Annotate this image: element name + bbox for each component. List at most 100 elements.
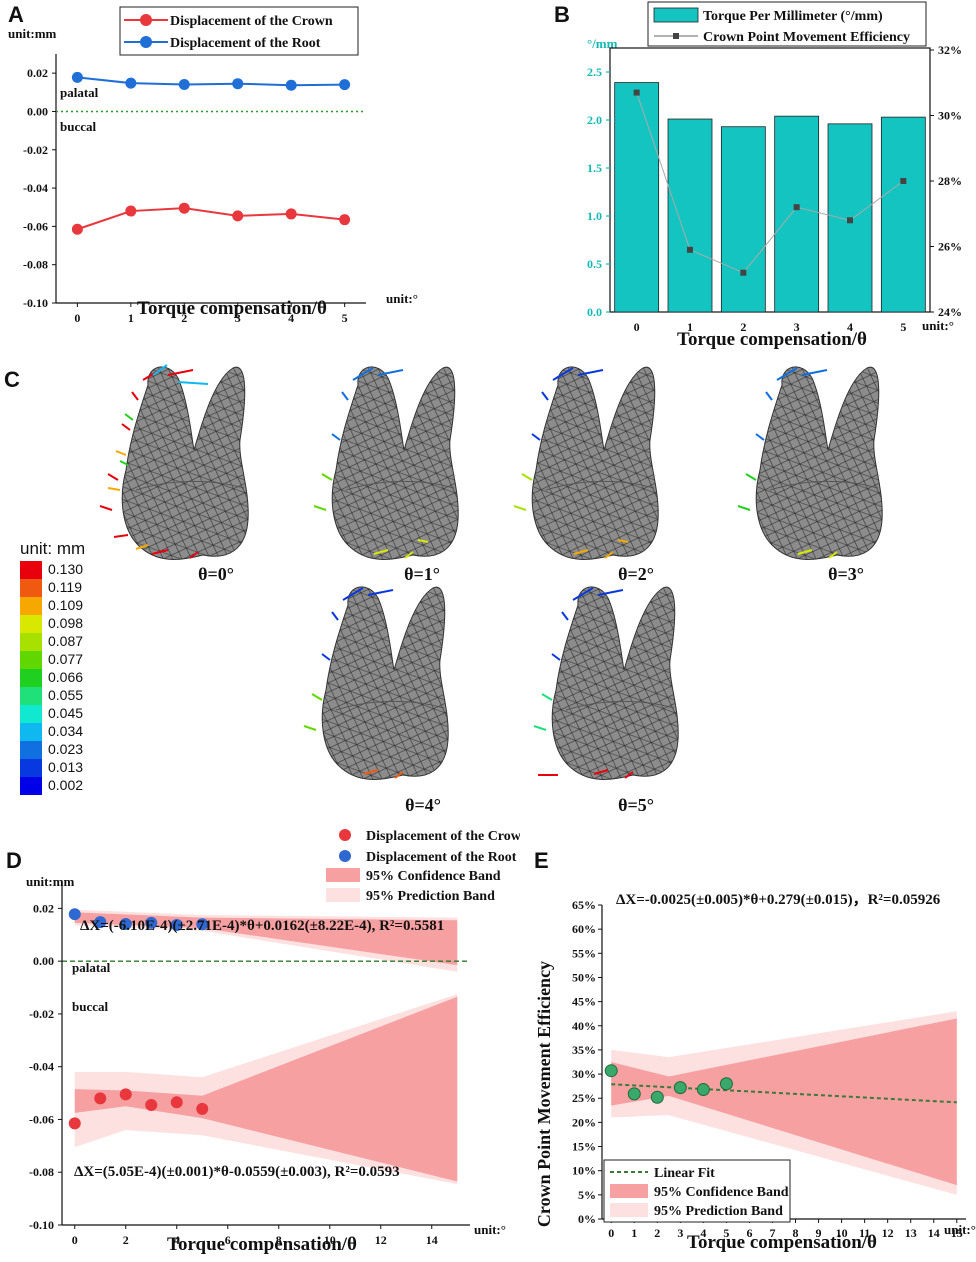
panel-e-ylabel: Crown Point Movement Efficiency <box>534 961 554 1227</box>
scale-value: 0.087 <box>48 633 83 649</box>
legend-torque: Torque Per Millimeter (°/mm) <box>703 9 883 24</box>
a-ytick-label: -0.06 <box>23 219 48 233</box>
e-ytick-label: 35% <box>572 1043 596 1057</box>
d-ytick-label: -0.02 <box>29 1007 54 1021</box>
tooth-model-2 <box>513 366 659 560</box>
a-crown-point <box>71 223 83 235</box>
b-xtick-label: 2 <box>740 320 746 334</box>
legend-torque-swatch <box>653 7 699 23</box>
d-crown-point <box>145 1098 158 1111</box>
scale-swatch <box>20 561 42 579</box>
e-point <box>673 1081 687 1095</box>
panel-b-yunit: °/mm <box>587 36 618 51</box>
panel-b-chart: B °/mm 0.0 0.5 1.0 1.5 2.0 2.5 24% 26% 28% 30% 32%… <box>554 1 962 350</box>
tooth-model-0 <box>99 364 249 560</box>
scale-swatch <box>20 597 42 615</box>
panel-b-xunit: unit:° <box>922 318 954 333</box>
tooth-label-5: θ=5° <box>618 795 654 815</box>
d-xtick-label: 12 <box>375 1233 387 1247</box>
legend-root-marker <box>140 36 152 48</box>
scale-swatch <box>20 759 42 777</box>
scale-swatch <box>20 723 42 741</box>
panel-e-chart: E ΔX=-0.0025(±0.005)*θ+0.279(±0.015)，R²=… <box>534 848 976 1253</box>
d-xtick-label: 0 <box>72 1233 78 1247</box>
scale-value: 0.045 <box>48 705 83 721</box>
a-root-point <box>125 77 137 89</box>
a-crown-point <box>125 205 137 217</box>
d-ytick-label: -0.10 <box>29 1218 54 1232</box>
e-ytick-label: 50% <box>572 970 596 984</box>
scale-swatch <box>20 669 42 687</box>
panel-d-buccal: buccal <box>72 999 109 1014</box>
b-ytick-label: 2.5 <box>587 65 602 79</box>
b-y2tick-label: 26% <box>938 240 962 254</box>
panel-d-legend: Displacement of the Crown Displacement o… <box>322 823 520 911</box>
e-xtick-label: 11 <box>859 1226 870 1240</box>
scale-value: 0.119 <box>48 579 82 595</box>
panel-d-crown-equation: ΔX=(5.05E-4)(±0.001)*θ-0.0559(±0.003), R… <box>74 1164 400 1180</box>
scale-value: 0.055 <box>48 687 83 703</box>
tooth-label-2: θ=2° <box>618 564 654 584</box>
panel-d-xunit: unit:° <box>474 1222 506 1237</box>
e-xtick-label: 8 <box>793 1226 799 1240</box>
b-efficiency-line <box>636 92 904 274</box>
e-xtick-label: 1 <box>631 1226 637 1240</box>
e-xtick-label: 2 <box>654 1226 660 1240</box>
a-root-point <box>71 71 83 83</box>
e-ytick-label: 65% <box>572 898 596 912</box>
e-ytick-label: 55% <box>572 946 596 960</box>
d-root-point <box>68 908 81 921</box>
legend-efficiency: Crown Point Movement Efficiency <box>703 30 910 45</box>
e-xtick-label: 0 <box>608 1226 614 1240</box>
panel-d-root-equation: ΔX=(-6.10E-4)(±2.71E-4)*θ+0.0162(±8.22E-… <box>80 918 444 934</box>
d-xtick-label: 10 <box>324 1233 336 1247</box>
a-crown-point <box>178 202 190 214</box>
b-efficiency-point <box>793 204 800 211</box>
tooth-label-0: θ=0° <box>198 564 234 584</box>
scale-swatch <box>20 579 42 597</box>
scale-value: 0.109 <box>48 597 83 613</box>
panel-c-unit: unit: mm <box>20 539 85 558</box>
e-xtick-label: 6 <box>746 1226 752 1240</box>
e-point <box>650 1090 664 1104</box>
legend-e-confidence-swatch <box>610 1184 648 1198</box>
b-ytick-label: 0.5 <box>587 257 602 271</box>
e-ytick-label: 0% <box>578 1212 596 1226</box>
legend-e-prediction: 95% Prediction Band <box>654 1204 783 1219</box>
d-xtick-label: 2 <box>123 1233 129 1247</box>
d-crown-confidence-band <box>74 996 458 1182</box>
a-crown-line <box>77 207 345 231</box>
a-ytick-label: -0.02 <box>23 143 48 157</box>
e-xtick-label: 4 <box>700 1226 706 1240</box>
a-xtick-label: 4 <box>288 311 294 325</box>
legend-d-root-marker <box>339 850 351 862</box>
e-ytick-label: 15% <box>572 1140 596 1154</box>
b-xtick-label: 4 <box>847 320 853 334</box>
d-root-point <box>196 918 209 931</box>
d-xtick-label: 6 <box>225 1233 231 1247</box>
legend-d-root: Displacement of the Root <box>366 850 517 865</box>
panel-d-label: D <box>6 848 22 873</box>
a-ytick-label: -0.10 <box>23 296 48 310</box>
b-xtick-label: 0 <box>634 320 640 334</box>
tooth-model-3 <box>737 366 883 560</box>
d-root-point <box>145 916 158 929</box>
panel-c-label: C <box>4 367 20 392</box>
d-crown-point <box>170 1096 183 1109</box>
panel-a-xlabel: Torque compensation/θ <box>137 298 327 319</box>
scale-swatch <box>20 633 42 651</box>
a-root-point <box>339 79 351 91</box>
panel-d-chart: D unit:mm 0.02 0.00 -0.02 -0.04 -0.06 -0.08 -0… <box>6 823 520 1255</box>
a-xtick-label: 1 <box>128 311 134 325</box>
legend-d-confidence: 95% Confidence Band <box>366 869 501 884</box>
e-point <box>627 1087 641 1101</box>
panel-a-palatal: palatal <box>60 85 99 100</box>
legend-crown: Displacement of the Crown <box>170 14 333 29</box>
e-ytick-label: 20% <box>572 1115 596 1129</box>
scale-value: 0.034 <box>48 723 83 739</box>
panel-a-buccal: buccal <box>60 119 97 134</box>
tooth-model-4 <box>303 586 449 780</box>
a-root-line <box>77 76 345 87</box>
a-ytick-label: 0.02 <box>27 66 48 80</box>
a-root-point <box>232 78 244 90</box>
